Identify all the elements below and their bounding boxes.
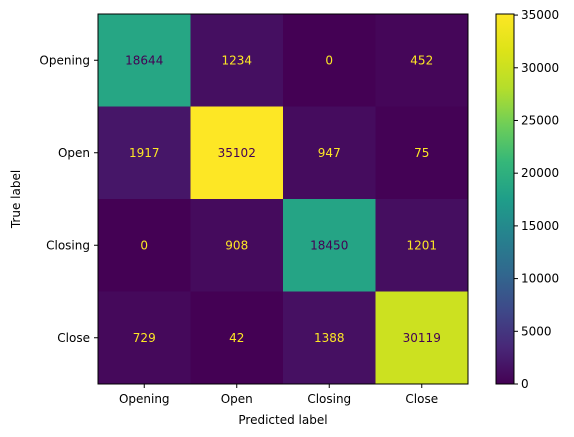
colorbar-tick-label: 35000 [521, 8, 559, 22]
cell-value-label: 1917 [129, 146, 160, 160]
heatmap-cell [98, 199, 191, 292]
heatmap-cell [190, 106, 284, 200]
heatmap-cell [375, 106, 469, 200]
cell-value-label: 18644 [125, 53, 163, 67]
heatmap-cell [190, 14, 284, 107]
colorbar-tick-label: 10000 [521, 272, 559, 286]
y-tick-label: Close [57, 331, 90, 345]
x-tick-label: Opening [119, 392, 170, 406]
cell-value-label: 1234 [221, 53, 252, 67]
y-axis-label: True label [9, 170, 23, 229]
y-axis-ticks: Opening Open Closing Close [39, 53, 98, 345]
colorbar-tick-label: 30000 [521, 61, 559, 75]
cell-value-label: 35102 [218, 146, 256, 160]
cell-value-labels: 18644 1234 0 452 1917 35102 947 75 0 908 18450 1201… [125, 53, 441, 345]
cell-value-label: 452 [410, 53, 433, 67]
cell-value-label: 18450 [310, 238, 348, 252]
heatmap-cell [283, 14, 376, 107]
colorbar-tick-label: 20000 [521, 166, 559, 180]
colorbar-tick-label: 0 [521, 377, 529, 391]
cell-value-label: 1388 [314, 331, 345, 345]
x-tick-label: Open [221, 392, 253, 406]
colorbar-ticks: 0 5000 10000 15000 20000 25000 30000 35000 [514, 8, 559, 391]
colorbar-tick-label: 25000 [521, 113, 559, 127]
cell-value-label: 729 [133, 331, 156, 345]
y-tick-label: Closing [46, 238, 90, 252]
colorbar-tick-label: 5000 [521, 324, 552, 338]
x-axis-label: Predicted label [238, 413, 327, 427]
heatmap-cell [190, 291, 284, 385]
colorbar [495, 13, 515, 385]
heatmap-cell [98, 291, 191, 385]
cell-value-label: 947 [318, 146, 341, 160]
heatmap-cell [98, 106, 191, 200]
x-axis-ticks: Opening Open Closing Close [119, 384, 438, 406]
cell-value-label: 0 [140, 238, 148, 252]
heatmap-cell [375, 14, 469, 107]
plot-frame [97, 13, 469, 385]
cell-value-label: 0 [325, 53, 333, 67]
colorbar-tick-label: 15000 [521, 219, 559, 233]
heatmap-cell [283, 106, 376, 200]
heatmap-cell [375, 199, 469, 292]
cell-value-label: 30119 [403, 331, 441, 345]
heatmap-cell [283, 199, 376, 292]
cell-value-label: 75 [414, 146, 429, 160]
y-tick-label: Open [58, 146, 90, 160]
heatmap-cell [190, 199, 284, 292]
heatmap-cell [98, 14, 191, 107]
x-tick-label: Close [405, 392, 438, 406]
heatmap-cell [375, 291, 469, 385]
heatmap-cell [283, 291, 376, 385]
heatmap-cells [98, 14, 469, 385]
cell-value-label: 42 [229, 331, 244, 345]
x-tick-label: Closing [307, 392, 351, 406]
cell-value-label: 908 [225, 238, 248, 252]
y-tick-label: Opening [39, 53, 90, 67]
cell-value-label: 1201 [406, 238, 437, 252]
